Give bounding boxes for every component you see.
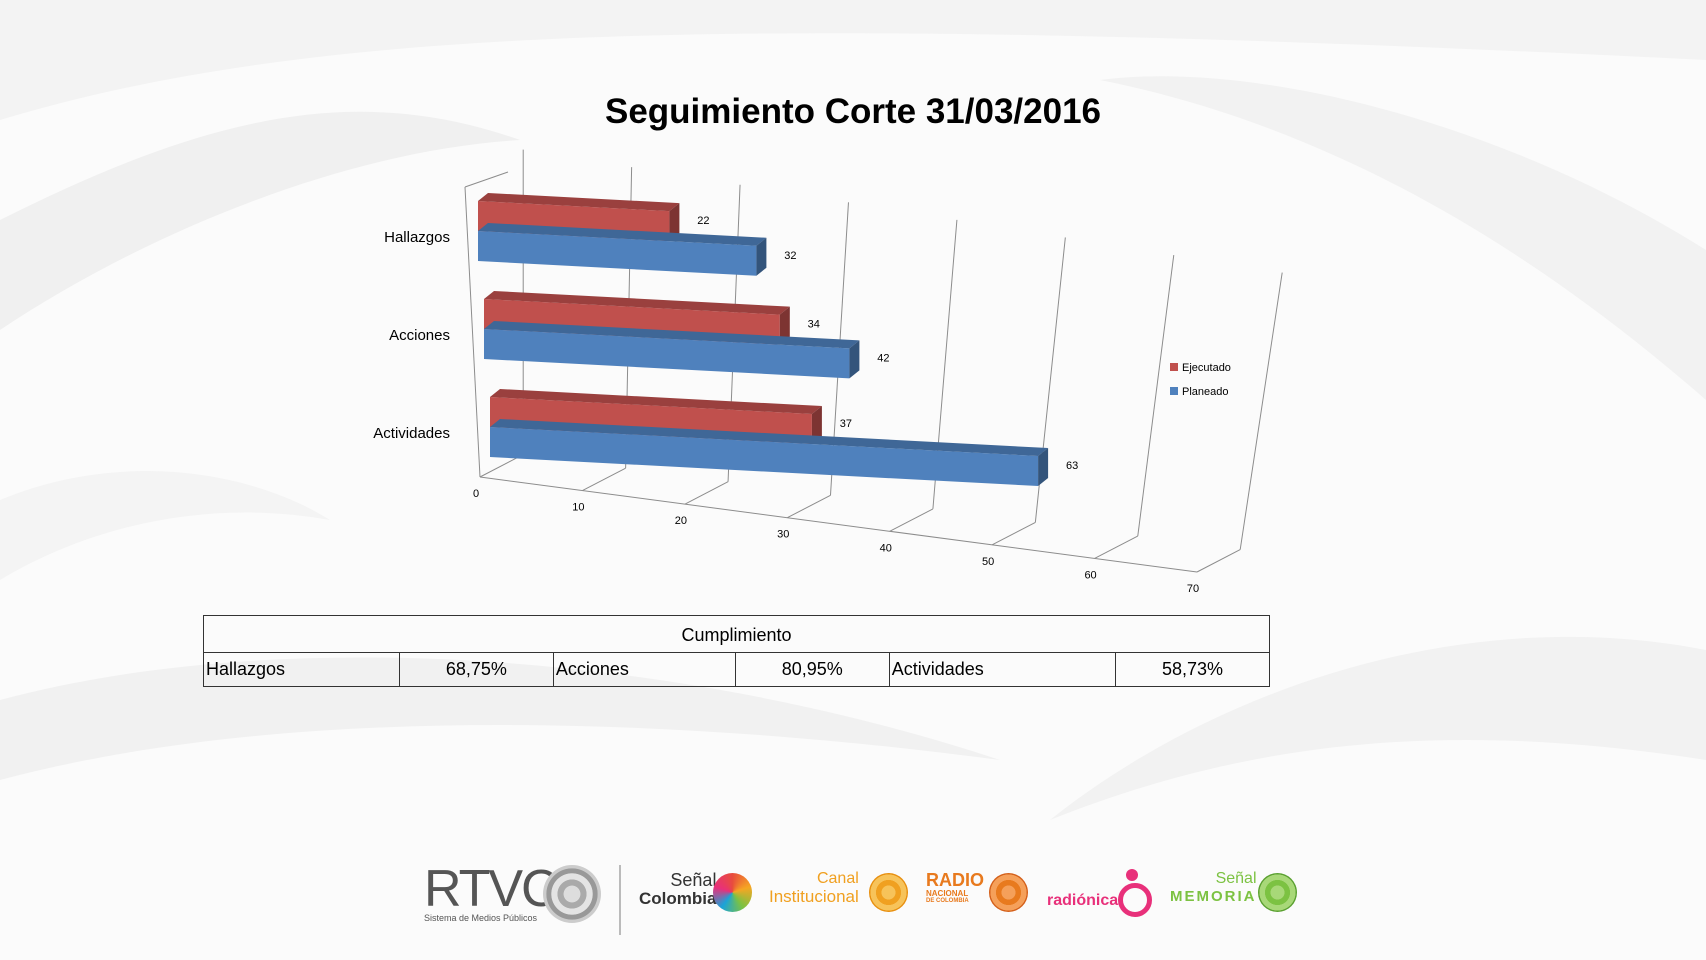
category-axis (464, 186, 481, 478)
data-label-planeado-acciones: 42 (877, 352, 889, 364)
radio-mid: NACIONAL (926, 889, 969, 898)
category-label-acciones: Acciones (389, 327, 450, 344)
data-label-ejecutado-hallazgos: 22 (697, 215, 709, 227)
bar-top-planeado-acciones (484, 321, 860, 349)
bar-top-planeado-hallazgos (478, 223, 767, 246)
gridline-60 (1137, 254, 1175, 537)
radio-top: RADIO (926, 870, 984, 890)
summary-label-acciones: Acciones (552, 652, 736, 687)
footer-divider (619, 865, 621, 935)
radio-bottom: DE COLOMBIA (926, 898, 969, 904)
bar-top-ejecutado-hallazgos (478, 193, 680, 212)
legend-swatch-planeado (1170, 387, 1178, 395)
memoria-bottom: MEMORIA (1170, 888, 1257, 905)
canal-swirl-icon (869, 873, 908, 912)
radio-nacional-logo: RADIO NACIONAL DE COLOMBIA (926, 871, 984, 905)
gridline-70 (1239, 272, 1283, 550)
bar-side-planeado-actividades (1038, 448, 1049, 487)
data-label-ejecutado-acciones: 34 (808, 319, 820, 331)
summary-value-actividades: 58,73% (1114, 652, 1271, 687)
bar-side-ejecutado-hallazgos (669, 203, 680, 242)
summary-label-hallazgos: Hallazgos (203, 652, 400, 687)
memoria-swirl-icon (1258, 873, 1297, 912)
radio-swirl-icon (989, 873, 1028, 912)
tick-label-0: 0 (473, 488, 479, 500)
bar-top-ejecutado-actividades (490, 389, 822, 415)
tick-label-60: 60 (1084, 569, 1096, 581)
bar-planeado-actividades (490, 427, 1039, 487)
senal-colombia-bottom: Colombia (639, 889, 717, 908)
memoria-top: Señal (1215, 870, 1257, 887)
summary-value-hallazgos: 68,75% (398, 652, 554, 687)
category-axis-top (464, 171, 509, 188)
tick-label-10: 10 (572, 502, 584, 514)
tick-label-20: 20 (675, 515, 687, 527)
bar-side-planeado-acciones (849, 340, 860, 379)
radionica-logo: radiónica (1047, 892, 1118, 910)
summary-table: Cumplimiento Hallazgos 68,75% Acciones 8… (203, 615, 1271, 687)
legend-label-planeado: Planeado (1182, 386, 1229, 398)
bar-top-planeado-actividades (490, 419, 1049, 457)
summary-header-row: Cumplimiento (203, 615, 1270, 653)
senal-colombia-swirl-icon (713, 873, 752, 912)
floor-line-30 (787, 494, 831, 519)
tick-label-70: 70 (1187, 583, 1199, 595)
floor-line-50 (991, 522, 1036, 546)
category-label-actividades: Actividades (373, 425, 450, 442)
bar-planeado-hallazgos (478, 231, 757, 276)
tick-label-40: 40 (880, 542, 892, 554)
bar-top-ejecutado-acciones (484, 291, 790, 315)
rtvc-subtitle: Sistema de Medios Públicos (424, 913, 538, 923)
radionica-icon (1118, 883, 1152, 917)
canal-top: Canal (816, 870, 859, 887)
data-label-ejecutado-actividades: 37 (840, 418, 852, 430)
bar-side-planeado-hallazgos (756, 237, 767, 276)
legend-swatch-ejecutado (1170, 363, 1178, 371)
senal-colombia-top: Señal (670, 870, 717, 890)
bar-side-ejecutado-actividades (811, 406, 822, 445)
chart-title: Seguimiento Corte 31/03/2016 (604, 92, 1102, 131)
floor-line-10 (582, 467, 626, 492)
senal-memoria-logo: Señal MEMORIA (1170, 871, 1257, 907)
footer-logos: RTVC Sistema de Medios Públicos Señal Co… (0, 855, 1706, 945)
radionica-dot-icon (1126, 869, 1138, 881)
rtvc-wordmark: RTVC (424, 860, 559, 918)
summary-label-actividades: Actividades (888, 652, 1116, 687)
summary-values-row: Hallazgos 68,75% Acciones 80,95% Activid… (203, 652, 1271, 687)
tick-label-50: 50 (982, 556, 994, 568)
canal-bottom: Institucional (769, 887, 859, 906)
bar-planeado-acciones (484, 329, 850, 379)
category-label-hallazgos: Hallazgos (384, 229, 450, 246)
floor-line-40 (889, 508, 934, 532)
rtvc-swirl-icon (543, 865, 601, 923)
canal-institucional-logo: Canal Institucional (769, 871, 859, 907)
tick-label-30: 30 (777, 529, 789, 541)
floor-line-60 (1094, 535, 1139, 559)
rtvc-logo: RTVC Sistema de Medios Públicos (424, 860, 559, 923)
floor-line-20 (684, 481, 729, 505)
radionica-text: radiónica (1047, 892, 1119, 909)
data-label-planeado-actividades: 63 (1066, 460, 1078, 472)
summary-header: Cumplimiento (203, 615, 1270, 653)
data-label-planeado-hallazgos: 32 (784, 250, 796, 262)
summary-value-acciones: 80,95% (734, 652, 890, 687)
legend-label-ejecutado: Ejecutado (1182, 362, 1231, 374)
value-axis (479, 476, 1198, 573)
bar-chart: 0 10 20 30 40 50 60 70 Hallazgos 22 32 Acciones 34 42… (373, 149, 1283, 595)
floor-line-70 (1196, 549, 1241, 573)
senal-colombia-logo: Señal Colombia (639, 871, 716, 908)
bar-side-ejecutado-acciones (779, 306, 790, 345)
